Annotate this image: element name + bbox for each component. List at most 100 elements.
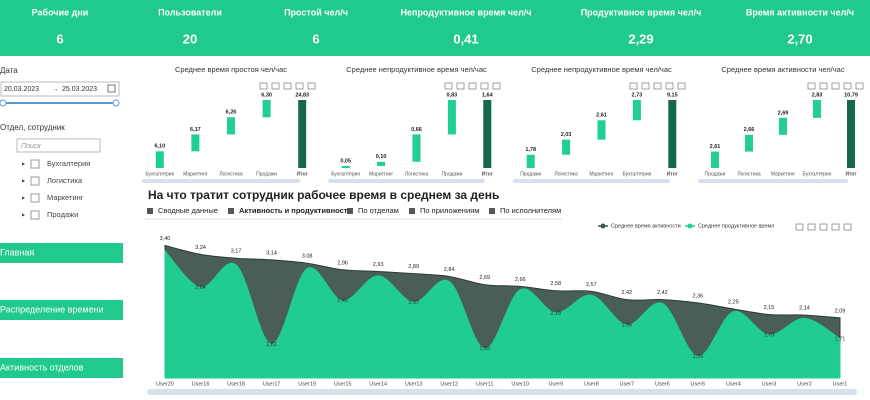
toolbar-icon[interactable] <box>831 82 840 90</box>
x-tick-label: User15 <box>334 381 352 387</box>
data-label: 24,83 <box>295 92 309 98</box>
toolbar-icon[interactable] <box>795 223 804 231</box>
filter-label: Дата <box>0 66 18 75</box>
nav-button[interactable] <box>0 243 123 263</box>
data-label: 2,69 <box>479 275 490 281</box>
data-label: 2,69 <box>778 110 789 116</box>
data-label: 2,93 <box>373 262 384 268</box>
tab-icon[interactable] <box>347 208 353 214</box>
toolbar-icon[interactable] <box>653 82 662 90</box>
nav-button[interactable] <box>0 300 123 320</box>
x-tick-label: Итог <box>297 171 308 177</box>
x-tick-label: User1 <box>833 381 848 387</box>
waterfall-bar <box>562 139 571 155</box>
toolbar-icon[interactable] <box>677 82 686 90</box>
calendar-icon[interactable] <box>107 84 116 93</box>
data-label: 6,10 <box>154 144 165 150</box>
search-input[interactable] <box>16 138 101 153</box>
x-tick-label: User8 <box>584 381 599 387</box>
legend-label: Среднее время активности <box>611 223 681 229</box>
kpi-value: 2,70 <box>787 31 812 46</box>
department-item: Бухгалтерия <box>47 159 90 168</box>
toolbar-icon[interactable] <box>307 82 316 90</box>
toolbar-icon[interactable] <box>295 82 304 90</box>
x-tick-label: Продажи <box>256 171 277 177</box>
waterfall-bar <box>227 117 235 135</box>
toolbar-icon[interactable] <box>480 82 489 90</box>
toolbar-icon[interactable] <box>271 82 280 90</box>
toolbar-icon[interactable] <box>843 82 852 90</box>
toolbar-icon[interactable] <box>641 82 650 90</box>
toolbar-icon[interactable] <box>665 82 674 90</box>
slider-handle[interactable] <box>112 99 120 107</box>
kpi-label: Рабочие дни <box>32 7 89 17</box>
nav-label: Активность отделов <box>0 362 84 372</box>
tab-label[interactable]: Активность и продуктивность <box>239 206 352 215</box>
x-tick-label: User3 <box>762 381 777 387</box>
data-label: 1,71 <box>835 336 846 342</box>
checkbox[interactable] <box>30 193 40 203</box>
filter-label: Отдел, сотрудник <box>0 123 65 132</box>
tab-icon[interactable] <box>489 208 495 214</box>
chart-title: Среднее непродуктивное время чел/час <box>531 65 672 74</box>
kpi-banner <box>0 0 870 56</box>
data-label: 2,09 <box>835 308 846 314</box>
kpi-label: Время активности чел/ч <box>746 7 854 17</box>
x-tick-label: User11 <box>476 381 493 387</box>
tab-label[interactable]: По отделам <box>358 206 399 215</box>
data-label: 1,78 <box>764 332 775 338</box>
tab-label[interactable]: По приложениям <box>420 206 479 215</box>
scrollbar[interactable] <box>147 389 857 395</box>
tab-label[interactable]: Сводные данные <box>158 206 218 215</box>
tab-label[interactable]: По исполнителям <box>500 206 561 215</box>
data-label: 2,96 <box>337 260 348 266</box>
toolbar-icon[interactable] <box>807 82 816 90</box>
data-label: 6,30 <box>261 92 272 98</box>
checkbox[interactable] <box>30 176 40 186</box>
toolbar-icon[interactable] <box>855 82 864 90</box>
tab-icon[interactable] <box>409 208 415 214</box>
kpi-value: 20 <box>183 31 197 46</box>
toolbar-icon[interactable] <box>831 223 840 231</box>
scrollbar[interactable] <box>698 179 848 183</box>
data-label: 9,15 <box>667 92 678 98</box>
expand-arrow: ▸ <box>22 179 25 185</box>
data-label: 6,17 <box>190 127 201 133</box>
toolbar-icon[interactable] <box>819 82 828 90</box>
scrollbar[interactable] <box>328 179 485 183</box>
toolbar-icon[interactable] <box>819 223 828 231</box>
scrollbar[interactable] <box>513 179 670 183</box>
data-label: 6,26 <box>226 110 237 116</box>
scrollbar[interactable] <box>142 179 300 183</box>
toolbar-icon[interactable] <box>629 82 638 90</box>
toolbar-icon[interactable] <box>444 82 453 90</box>
x-tick-label: Маркетинг <box>183 171 207 177</box>
tab-icon[interactable] <box>147 208 153 214</box>
toolbar-icon[interactable] <box>492 82 501 90</box>
waterfall-bar <box>813 100 821 118</box>
nav-button[interactable] <box>0 358 123 378</box>
waterfall-bar <box>377 161 386 166</box>
checkbox[interactable] <box>30 210 40 220</box>
x-tick-label: Итог <box>667 171 678 177</box>
slider-handle[interactable] <box>0 99 7 107</box>
waterfall-bar <box>447 100 456 135</box>
legend-swatch <box>687 223 693 229</box>
date-from: 20.03.2023 <box>4 86 39 93</box>
toolbar-icon[interactable] <box>259 82 268 90</box>
toolbar-icon[interactable] <box>468 82 477 90</box>
kpi-label: Непродуктивное время чел/ч <box>400 7 531 17</box>
date-input[interactable] <box>0 81 120 97</box>
toolbar-icon[interactable] <box>843 223 852 231</box>
tab-icon[interactable] <box>228 208 234 214</box>
data-label: 2,14 <box>799 306 810 312</box>
x-tick-label: User20 <box>156 381 174 387</box>
toolbar-icon[interactable] <box>456 82 465 90</box>
x-tick-label: User6 <box>655 381 670 387</box>
toolbar-icon[interactable] <box>283 82 292 90</box>
toolbar-icon[interactable] <box>807 223 816 231</box>
x-tick-label: Бухгалтерия <box>145 171 174 177</box>
x-tick-label: User5 <box>691 381 706 387</box>
checkbox[interactable] <box>30 159 40 169</box>
